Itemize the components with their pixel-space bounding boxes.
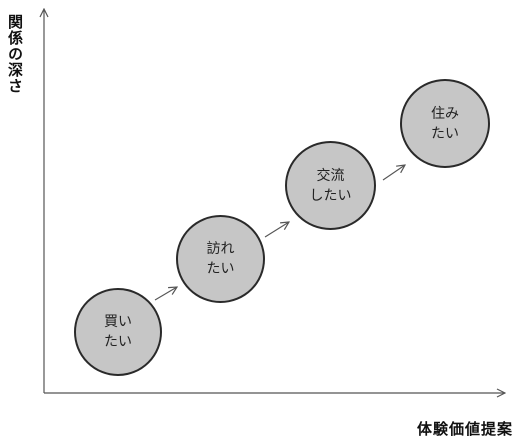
x-axis-title: 体験価値提案	[416, 420, 513, 438]
stage-buy: 買い たい	[74, 288, 162, 376]
arrow-3-to-4	[382, 165, 405, 181]
y-axis-title: 関係の深さ	[6, 14, 24, 94]
stage-visit: 訪れ たい	[176, 215, 265, 303]
arrow-2-to-3	[264, 222, 289, 238]
stage-interact-line1: 交流	[316, 167, 345, 184]
stage-live-line2: たい	[431, 125, 459, 142]
stage-interact: 交流 したい	[285, 141, 376, 230]
stage-live: 住み たい	[400, 79, 490, 168]
arrow-1-to-2	[154, 287, 177, 301]
stage-interact-line2: したい	[309, 187, 352, 204]
stage-visit-line1: 訪れ	[206, 241, 235, 257]
stage-buy-line1: 買い	[104, 314, 132, 330]
stage-visit-line2: たい	[206, 261, 235, 277]
stage-buy-line2: たい	[104, 334, 132, 350]
stage-live-line1: 住み	[431, 105, 459, 122]
